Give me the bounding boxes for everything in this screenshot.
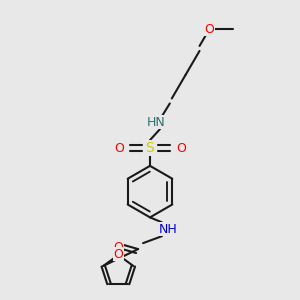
Text: S: S <box>146 141 154 155</box>
Text: O: O <box>114 142 124 154</box>
Text: NH: NH <box>158 223 177 236</box>
Text: O: O <box>113 241 123 254</box>
Text: O: O <box>205 22 214 36</box>
Text: HN: HN <box>147 116 165 129</box>
Text: O: O <box>176 142 186 154</box>
Text: O: O <box>113 248 123 260</box>
